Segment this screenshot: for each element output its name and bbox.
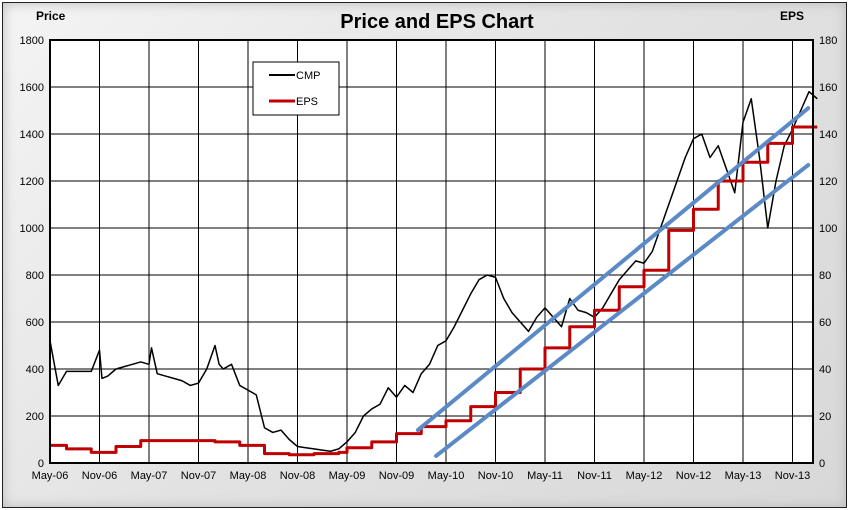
left-tick-label: 1800 <box>20 35 44 47</box>
x-tick-label: Nov-11 <box>577 470 612 482</box>
right-axis-title: EPS <box>780 9 804 23</box>
plot-area <box>50 40 813 463</box>
right-tick-label: 0 <box>819 458 825 470</box>
x-tick-label: Nov-10 <box>478 470 513 482</box>
right-tick-label: 40 <box>819 364 831 376</box>
right-tick-label: 180 <box>819 35 837 47</box>
right-tick-label: 120 <box>819 176 837 188</box>
x-tick-label: Nov-08 <box>280 470 315 482</box>
right-tick-label: 20 <box>819 411 831 423</box>
x-tick-label: May-08 <box>230 470 267 482</box>
chart-title: Price and EPS Chart <box>340 11 534 33</box>
trendline-lower <box>434 163 811 458</box>
series-line-eps <box>50 125 818 457</box>
x-tick-label: May-09 <box>329 470 366 482</box>
right-tick-label: 160 <box>819 82 837 94</box>
x-tick-label: Nov-12 <box>676 470 711 482</box>
right-tick-label: 100 <box>819 223 837 235</box>
left-tick-label: 1200 <box>20 176 44 188</box>
x-tick-label: May-12 <box>626 470 663 482</box>
right-tick-label: 140 <box>819 129 837 141</box>
x-tick-label: May-13 <box>725 470 762 482</box>
left-tick-label: 1400 <box>20 129 44 141</box>
legend-label-cmp: CMP <box>296 70 320 82</box>
left-tick-label: 0 <box>38 458 44 470</box>
left-axis-title: Price <box>36 9 66 23</box>
legend-label-eps: EPS <box>296 96 318 108</box>
series-line-cmp <box>49 90 818 452</box>
left-tick-label: 1600 <box>20 82 44 94</box>
x-tick-label: Nov-09 <box>379 470 414 482</box>
plot-border <box>49 39 814 464</box>
right-tick-label: 80 <box>819 270 831 282</box>
right-tick-label: 60 <box>819 317 831 329</box>
x-tick-label: May-10 <box>428 470 465 482</box>
left-tick-label: 600 <box>26 317 44 329</box>
left-tick-label: 200 <box>26 411 44 423</box>
x-tick-label: Nov-13 <box>775 470 810 482</box>
legend: CMP EPS <box>252 61 340 116</box>
trendline-upper <box>415 106 811 433</box>
x-tick-label: May-06 <box>32 470 69 482</box>
x-tick-label: Nov-07 <box>181 470 216 482</box>
x-tick-label: May-07 <box>131 470 168 482</box>
left-tick-label: 800 <box>26 270 44 282</box>
left-tick-label: 1000 <box>20 223 44 235</box>
left-tick-label: 400 <box>26 364 44 376</box>
x-tick-label: May-11 <box>527 470 563 482</box>
x-tick-label: Nov-06 <box>82 470 117 482</box>
